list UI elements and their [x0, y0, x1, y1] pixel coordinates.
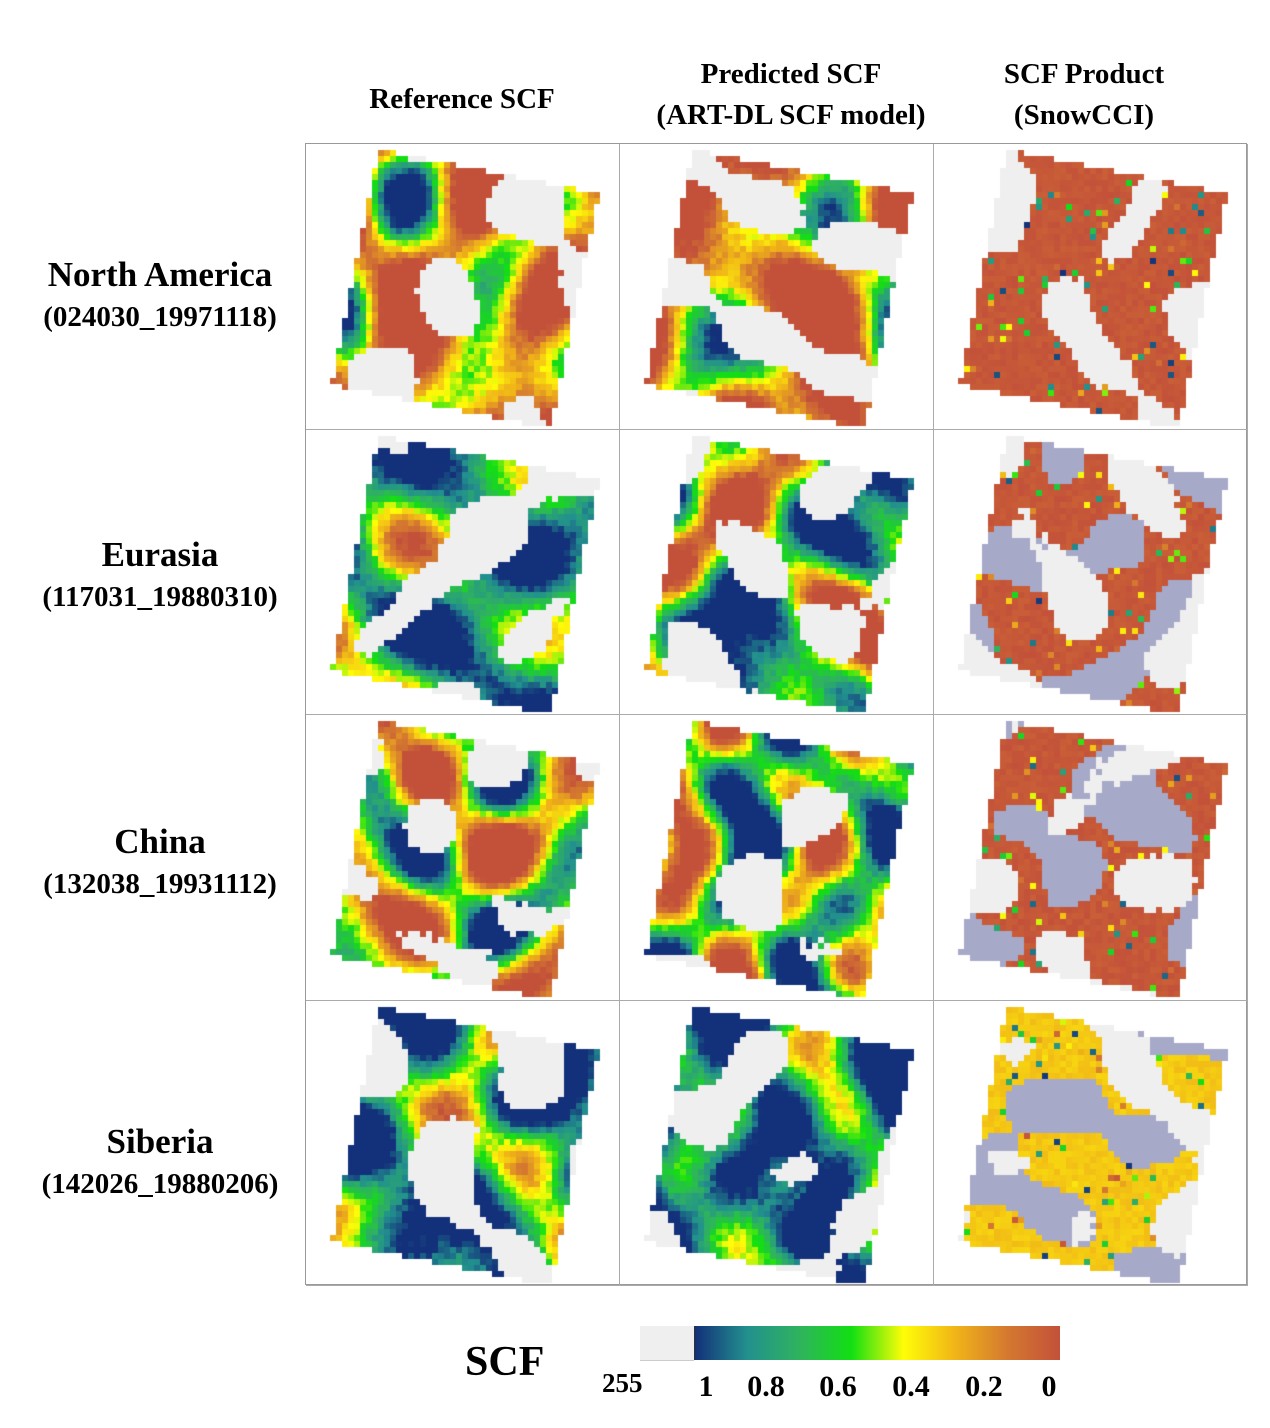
row-label-china: China (132038_19931112) [10, 820, 310, 904]
map-grid [305, 143, 1248, 1286]
colorbar-nodata-label: 255 [602, 1368, 643, 1398]
scene-id: (132038_19931112) [43, 868, 277, 900]
colorbar-tick: 0.2 [965, 1370, 1003, 1403]
map-siberia-predicted [620, 1000, 934, 1286]
map-eurasia-predicted [620, 429, 934, 715]
map-china-reference [306, 715, 620, 1001]
region-name: Siberia [106, 1122, 214, 1161]
colorbar-title: SCF [465, 1339, 545, 1385]
colorbar-tick: 0.6 [819, 1370, 857, 1403]
column-title: SCF Product [1003, 58, 1165, 90]
map-china-predicted [620, 715, 934, 1001]
scene-id: (024030_19971118) [43, 301, 277, 333]
column-subtitle: (ART-DL SCF model) [656, 99, 926, 131]
colorbar-gradient [694, 1326, 1060, 1360]
map-north-america-predicted [620, 144, 934, 430]
region-name: China [114, 822, 206, 861]
map-siberia-reference [306, 1000, 620, 1286]
map-eurasia-snowcci [934, 429, 1248, 715]
column-title: Reference SCF [369, 83, 555, 115]
row-label-siberia: Siberia (142026_19880206) [10, 1120, 310, 1204]
colorbar-tick: 0 [1041, 1370, 1057, 1403]
colorbar-tick: 1 [698, 1370, 714, 1403]
map-eurasia-reference [306, 429, 620, 715]
column-subtitle: (SnowCCI) [1013, 99, 1155, 131]
row-label-north-america: North America (024030_19971118) [10, 253, 310, 337]
map-north-america-reference [306, 144, 620, 430]
column-header-predicted: Predicted SCF (ART-DL SCF model) [626, 54, 956, 136]
map-north-america-snowcci [934, 144, 1248, 430]
column-header-reference: Reference SCF [297, 79, 627, 120]
row-label-eurasia: Eurasia (117031_19880310) [10, 533, 310, 617]
colorbar-nodata-swatch [640, 1326, 694, 1361]
scene-id: (142026_19880206) [41, 1168, 279, 1200]
colorbar-tick: 0.8 [747, 1370, 785, 1403]
region-name: North America [47, 255, 273, 294]
column-header-snowcci: SCF Product (SnowCCI) [919, 54, 1249, 136]
colorbar-tick: 0.4 [892, 1370, 930, 1403]
scene-id: (117031_19880310) [42, 581, 278, 613]
column-title: Predicted SCF [700, 58, 882, 90]
map-siberia-snowcci [934, 1000, 1248, 1286]
map-china-snowcci [934, 715, 1248, 1001]
region-name: Eurasia [101, 535, 219, 574]
